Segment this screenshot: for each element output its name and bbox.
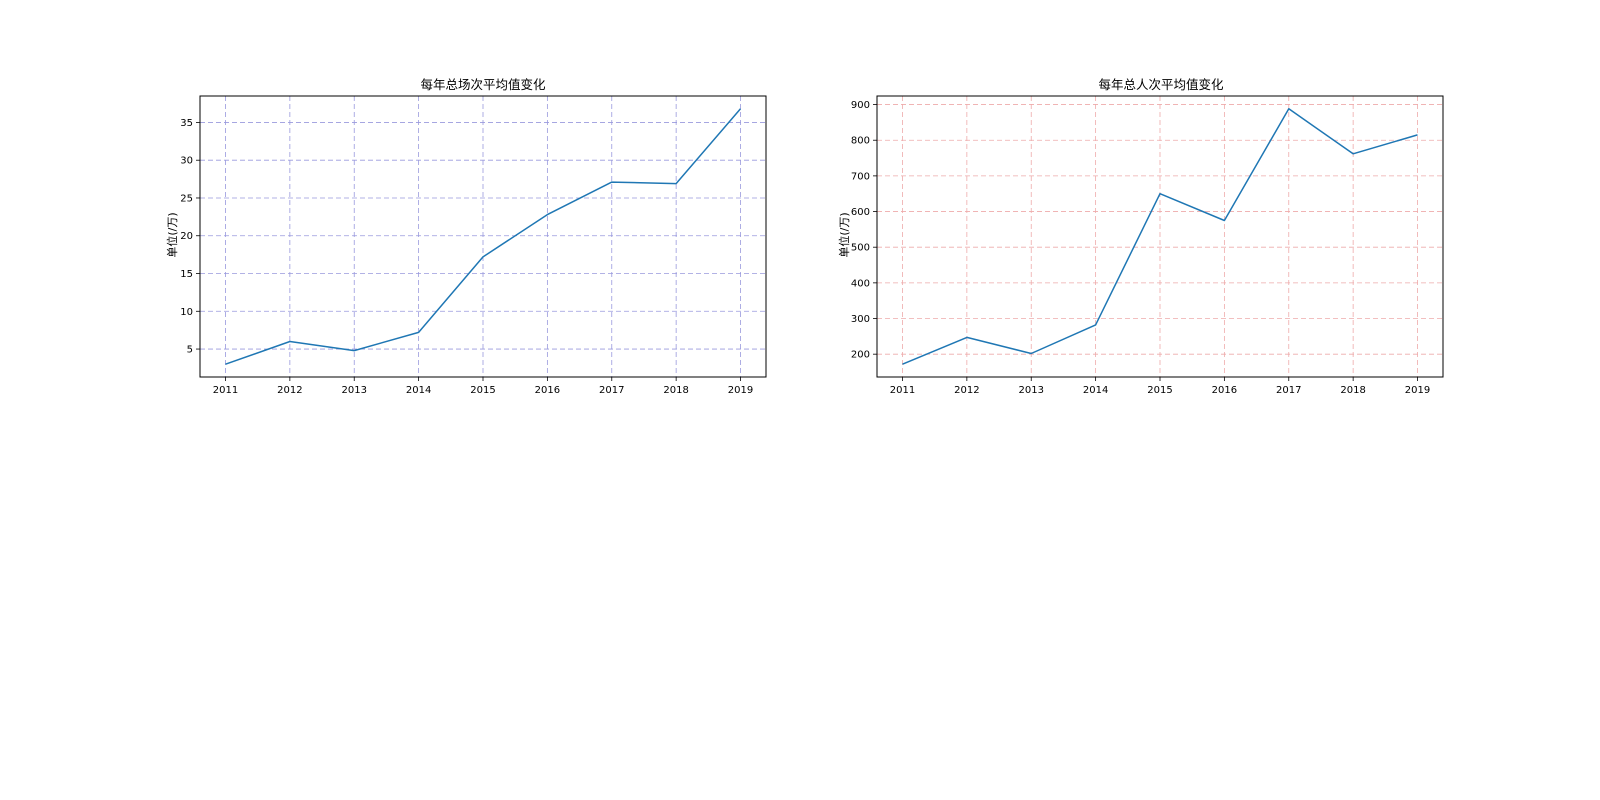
x-tick-label: 2011 [213,385,238,396]
y-tick-label: 30 [180,156,193,167]
series [225,108,742,365]
chart-title: 每年总人次平均值变化 [1098,77,1224,92]
x-tick-label: 2018 [1340,385,1365,396]
x-tick-label: 2015 [1147,385,1172,396]
series-line [225,108,742,365]
y-tick-label: 200 [851,350,870,361]
y-tick-label: 600 [851,207,870,218]
grid [877,96,1443,377]
chart-total-sessions: 每年总场次平均值变化 单位(/万) 2011 2012 2013 2014 2015 20… [165,77,767,396]
y-tick-label: 300 [851,314,870,325]
plot-frame [876,95,1444,378]
x-tick-label: 2016 [1212,385,1237,396]
x-tick-label: 2011 [890,385,915,396]
x-tick-label: 2013 [342,385,367,396]
y-tick-label: 800 [851,136,870,147]
x-tick-label: 2019 [1405,385,1430,396]
x-tick-label: 2016 [535,385,560,396]
x-tick-label: 2015 [470,385,495,396]
chart-title: 每年总场次平均值变化 [420,77,546,92]
y-tick-label: 5 [187,345,193,356]
series-line [902,108,1418,365]
x-tick-label: 2017 [1276,385,1301,396]
y-tick-label: 400 [851,278,870,289]
chart-total-visitors: 每年总人次平均值变化 单位(/万) 2011 2012 2013 2014 2015 20… [837,77,1444,396]
y-tick-label: 35 [180,118,193,129]
series [902,108,1418,365]
y-tick-label: 500 [851,243,870,254]
ticks: 2011 2012 2013 2014 2015 2016 2017 2018 2019 5 10 1… [180,118,753,396]
y-tick-label: 20 [180,231,193,242]
y-tick-label: 700 [851,171,870,182]
plot-frame [199,95,767,378]
y-axis-label: 单位(/万) [165,212,179,257]
x-tick-label: 2014 [1083,385,1108,396]
x-tick-label: 2012 [277,385,302,396]
y-tick-label: 10 [180,307,193,318]
x-tick-label: 2017 [599,385,624,396]
grid [200,96,766,377]
ticks: 2011 2012 2013 2014 2015 2016 2017 2018 2019 200 3… [851,100,1430,396]
y-tick-label: 900 [851,100,870,111]
x-tick-label: 2018 [663,385,688,396]
x-tick-label: 2013 [1019,385,1044,396]
x-tick-label: 2019 [728,385,753,396]
y-tick-label: 15 [180,269,193,280]
x-tick-label: 2012 [954,385,979,396]
x-tick-label: 2014 [406,385,431,396]
y-tick-label: 25 [180,193,193,204]
y-axis-label: 单位(/万) [837,212,851,257]
